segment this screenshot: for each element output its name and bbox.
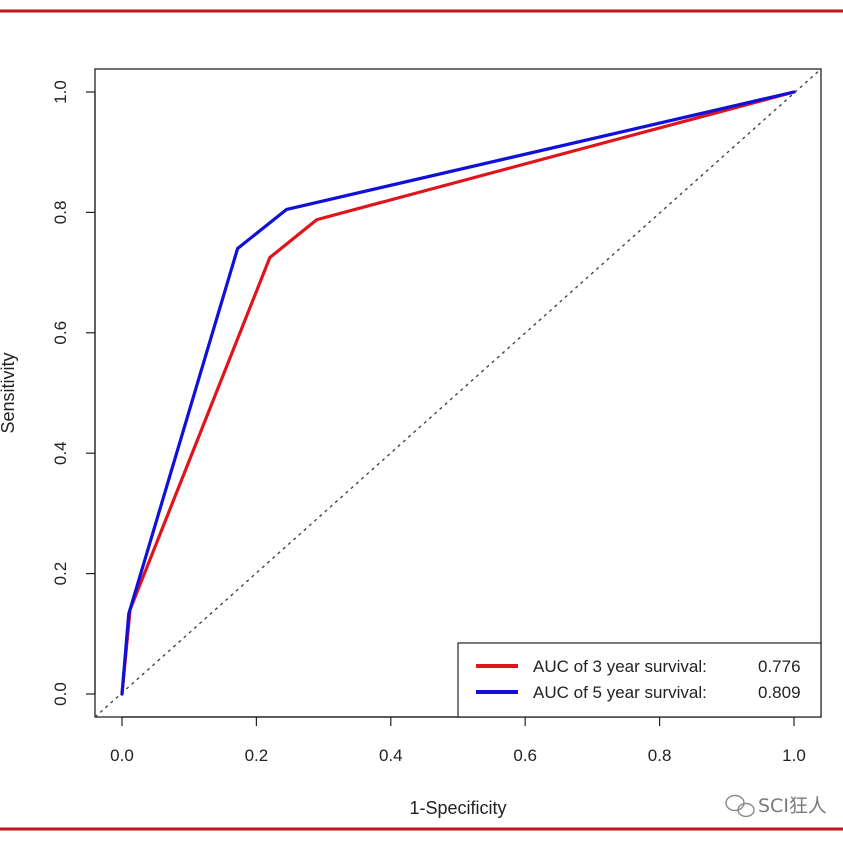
- y-axis-title: Sensitivity: [0, 352, 18, 433]
- x-tick-label: 0.6: [513, 746, 537, 765]
- legend-box: [457, 642, 822, 718]
- y-tick-label: 0.0: [51, 682, 70, 706]
- x-axis-title: 1-Specificity: [409, 798, 506, 818]
- y-tick-label: 0.6: [51, 321, 70, 345]
- y-tick-label: 0.8: [51, 201, 70, 225]
- legend-label-3-year: AUC of 3 year survival:: [533, 657, 707, 676]
- series-layer: [120, 90, 796, 696]
- wechat-icon: [725, 794, 755, 818]
- watermark: SCI狂人: [725, 794, 827, 818]
- x-tick-label: 0.8: [648, 746, 672, 765]
- legend-label-5-year: AUC of 5 year survival:: [533, 683, 707, 702]
- y-tick-label: 1.0: [51, 80, 70, 104]
- y-tick-label: 0.2: [51, 562, 70, 586]
- x-axis: 0.0 0.2 0.4 0.6 0.8 1.0: [110, 716, 806, 765]
- legend: AUC of 3 year survival: 0.776 AUC of 5 y…: [457, 642, 822, 718]
- x-tick-label: 0.2: [245, 746, 269, 765]
- y-axis: 0.0 0.2 0.4 0.6 0.8 1.0: [51, 80, 96, 706]
- x-tick-label: 1.0: [782, 746, 806, 765]
- legend-auc-5-year: 0.809: [758, 683, 801, 702]
- watermark-text: SCI狂人: [758, 795, 827, 817]
- series-line-5-year: [120, 90, 796, 696]
- x-tick-label: 0.0: [110, 746, 134, 765]
- reference-diagonal-line: [94, 68, 822, 718]
- x-tick-label: 0.4: [379, 746, 403, 765]
- legend-auc-3-year: 0.776: [758, 657, 801, 676]
- y-tick-label: 0.4: [51, 441, 70, 465]
